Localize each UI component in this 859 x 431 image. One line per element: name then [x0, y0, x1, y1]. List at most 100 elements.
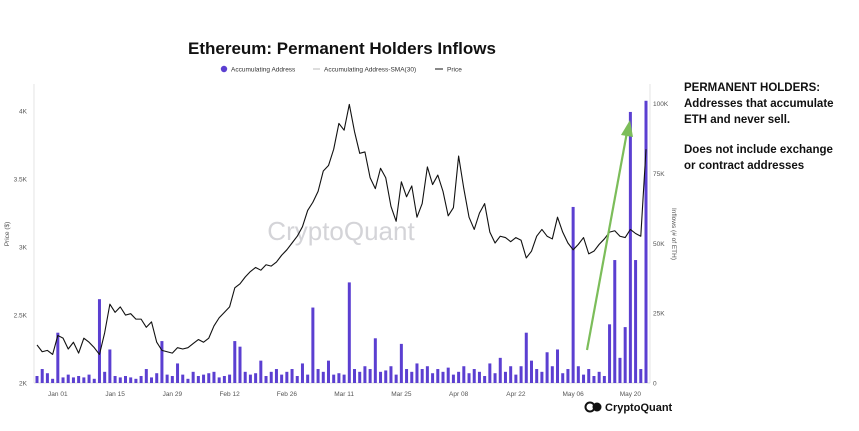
inflow-bar — [233, 341, 237, 383]
inflow-bar — [519, 366, 523, 383]
inflow-bar — [118, 377, 122, 383]
x-tick-label: Jan 01 — [48, 391, 68, 398]
inflow-bar — [311, 307, 315, 383]
inflow-bar — [342, 374, 346, 383]
inflow-bar — [436, 369, 440, 383]
inflow-bar — [582, 374, 586, 383]
inflow-bar — [228, 374, 232, 383]
inflow-bar — [373, 338, 377, 383]
inflow-bar — [623, 327, 627, 383]
inflow-bar — [238, 346, 242, 383]
inflow-bar — [337, 373, 341, 383]
right-tick-label: 25K — [653, 311, 665, 318]
inflow-bar — [509, 366, 513, 383]
x-tick-label: May 20 — [620, 391, 642, 398]
inflow-bar — [274, 369, 278, 383]
brand-logo: CryptoQuant — [584, 401, 673, 414]
x-tick-label: Apr 22 — [506, 391, 526, 398]
side-note-line: ETH and never sell. — [684, 114, 791, 126]
inflow-bars — [35, 100, 648, 384]
inflow-bar — [644, 100, 648, 384]
inflow-bar — [56, 332, 60, 383]
inflow-bar — [280, 374, 284, 383]
right-tick-label: 100K — [653, 101, 669, 108]
inflow-bar — [97, 299, 101, 383]
inflow-bar — [498, 357, 502, 383]
inflow-bar — [82, 377, 86, 383]
inflow-bar — [488, 363, 492, 383]
inflow-bar — [524, 332, 528, 383]
inflow-bar — [123, 376, 127, 383]
left-tick-label: 3K — [19, 245, 28, 252]
legend-label-sma: Accumulating Address-SMA(30) — [324, 67, 416, 74]
inflow-bar — [566, 369, 570, 383]
inflow-bar — [108, 349, 112, 383]
left-tick-label: 2K — [19, 381, 28, 388]
inflow-bar — [451, 374, 455, 383]
x-tick-labels: Jan 01 Jan 15 Jan 29 Feb 12 Feb 26 Mar 11 Mar … — [48, 391, 641, 398]
inflow-bar — [321, 371, 325, 383]
trend-arrow-head — [621, 120, 633, 137]
inflow-bar — [550, 366, 554, 383]
inflow-bar — [457, 371, 461, 383]
inflow-bar — [51, 378, 55, 383]
inflow-bar — [87, 374, 91, 383]
inflow-bar — [176, 363, 180, 383]
inflow-bar — [92, 378, 96, 383]
left-tick-label: 4K — [19, 109, 28, 116]
inflow-bar — [618, 357, 622, 383]
right-tick-label: 75K — [653, 171, 665, 178]
inflow-bar — [399, 343, 403, 383]
inflow-bar — [441, 371, 445, 383]
y-axis-label-right: Inflows (# of ETH) — [670, 208, 677, 260]
inflow-bar — [61, 377, 65, 383]
inflow-bar — [410, 371, 414, 383]
inflow-bar — [165, 374, 169, 383]
inflow-bar — [462, 366, 466, 383]
chart-title: Ethereum: Permanent Holders Inflows — [188, 39, 496, 58]
inflow-bar — [394, 374, 398, 383]
inflow-bar — [493, 373, 497, 383]
inflow-bar — [207, 373, 211, 383]
inflow-bar — [196, 376, 200, 383]
inflow-bar — [139, 376, 143, 383]
inflow-bar — [264, 376, 268, 383]
inflow-bar — [608, 324, 612, 383]
inflow-bar — [425, 366, 429, 383]
left-tick-label: 2.5K — [14, 313, 28, 320]
inflow-bar — [545, 352, 549, 383]
inflow-bar — [639, 369, 643, 383]
inflow-bar — [77, 376, 81, 383]
legend-label-accumulating-address: Accumulating Address — [231, 67, 296, 74]
inflow-bar — [254, 373, 258, 383]
side-note-line: Does not include exchange — [684, 144, 833, 156]
x-tick-label: Mar 11 — [334, 391, 354, 398]
legend-label-price: Price — [447, 67, 462, 74]
inflow-bar — [290, 369, 294, 383]
trend-arrow-shaft — [585, 131, 629, 351]
inflow-bar — [389, 366, 393, 383]
x-tick-label: Feb 12 — [219, 391, 240, 398]
inflow-bar — [129, 377, 133, 383]
inflow-bar — [170, 376, 174, 383]
x-tick-label: Jan 15 — [105, 391, 125, 398]
inflow-bar — [514, 374, 518, 383]
inflow-bar — [186, 378, 190, 383]
brand-logo-icon-dot — [592, 402, 602, 412]
legend: Accumulating Address Accumulating Addres… — [220, 65, 462, 74]
left-tick-label: 3.5K — [14, 177, 28, 184]
inflow-bar — [431, 373, 435, 383]
inflow-bar — [592, 376, 596, 383]
inflow-bar — [634, 260, 638, 383]
y-axis-label-left: Price ($) — [4, 222, 11, 247]
inflow-bar — [477, 371, 481, 383]
inflow-bar — [259, 360, 263, 383]
inflow-bar — [35, 376, 39, 383]
inflow-bar — [113, 376, 117, 383]
inflow-bar — [379, 371, 383, 383]
inflow-bar — [144, 369, 148, 383]
watermark: CryptoQuant — [267, 216, 415, 246]
trend-arrow — [585, 120, 633, 351]
inflow-bar — [295, 376, 299, 383]
left-tick-labels: 2K 2.5K 3K 3.5K 4K — [14, 109, 28, 388]
